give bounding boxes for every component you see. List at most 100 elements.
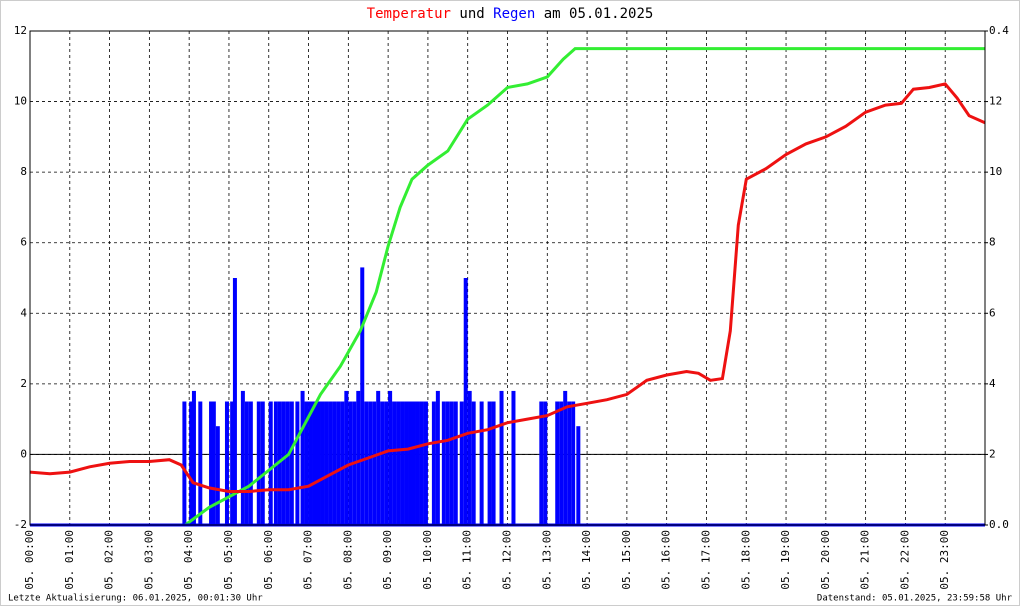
rain-bar [230,401,235,525]
rain-bar [487,401,492,525]
x-tick-label: 05. 11:00 [461,530,474,590]
y2-tick-label: 6 [989,306,996,319]
x-tick-label: 05. 22:00 [898,530,911,590]
rain-bar [281,401,286,525]
rain-bar [308,401,313,525]
x-tick-label: 05. 15:00 [620,530,633,590]
rain-bar [567,401,572,525]
x-tick-label: 05. 17:00 [699,530,712,590]
x-tick-label: 05. 10:00 [421,530,434,590]
rain-bar [215,426,220,525]
rain-bar [240,390,245,525]
x-tick-label: 05. 16:00 [660,530,673,590]
rain-bar [189,401,194,525]
rain-bar [459,401,464,525]
rain-bar [336,401,341,525]
y-tick-label: -2 [14,518,27,531]
x-tick-label: 05. 19:00 [779,530,792,590]
rain-bar [491,401,496,525]
x-tick-label: 05. 14:00 [580,530,593,590]
x-tick-label: 05. 08:00 [341,530,354,590]
rain-bar [295,401,300,525]
rain-bar [356,390,361,525]
rain-bar [260,401,265,525]
rain-bar [453,401,458,525]
rain-bar [396,401,401,525]
rain-bar [209,401,214,525]
rain-bar [224,401,229,525]
rain-bar [244,401,249,525]
rain-bar [182,401,187,525]
rain-bar [380,401,385,525]
x-tick-label: 05. 09:00 [381,530,394,590]
x-tick-label: 05. 20:00 [819,530,832,590]
rain-bar [559,401,564,525]
rain-bar [360,267,365,525]
rain-bar [404,401,409,525]
rain-bar [324,401,329,525]
rain-bar [191,390,196,525]
rain-bar [471,401,476,525]
rain-bar [441,401,446,525]
y2-tick-label: 0.0 [989,518,1009,531]
rain-bar [344,390,349,525]
x-tick-label: 05. 12:00 [501,530,514,590]
rain-bar [372,401,377,525]
rain-bar [576,426,581,525]
x-tick-label: 05. 04:00 [182,530,195,590]
rain-bar [539,401,544,525]
title-part: Temperatur [367,6,451,22]
rain-bar [408,401,413,525]
series-line [29,82,986,493]
rain-bar [232,278,237,525]
rain-bar [445,401,450,525]
rain-bar [198,401,203,525]
rain-bar [320,401,325,525]
y-tick-label: 10 [14,95,27,108]
x-tick-label: 05. 23:00 [938,530,951,590]
rain-bar [499,390,504,525]
rain-bar [543,401,548,525]
x-tick-label: 05. 00:00 [23,530,36,590]
y-tick-label: 4 [20,306,27,319]
x-tick-label: 05. 01:00 [63,530,76,590]
rain-bar [364,401,369,525]
rain-bar [304,401,309,525]
x-tick-label: 05. 21:00 [859,530,872,590]
x-tick-label: 05. 13:00 [540,530,553,590]
y2-tick-label: 12 [989,95,1002,108]
y-tick-label: 0 [20,447,27,460]
rain-bar [423,401,428,525]
title-part: am 05.01.2025 [544,6,654,22]
rain-bar [300,390,305,525]
rain-bar [316,401,321,525]
rain-bar [392,401,397,525]
rain-bar [571,401,576,525]
rain-bar [285,401,290,525]
rain-bar [384,401,389,525]
title-part: und [459,6,484,22]
x-tick-label: 05. 06:00 [262,530,275,590]
rain-bar [268,401,273,525]
rain-bar [463,278,468,525]
rain-bar [388,390,393,525]
y2-tick-label: 10 [989,165,1002,178]
rain-bar [435,390,440,525]
series-line [30,47,985,527]
rain-bar [340,401,345,525]
x-tick-label: 05. 07:00 [302,530,315,590]
rain-bar [211,401,216,525]
footer-left: Letzte Aktualisierung: 06.01.2025, 00:01… [8,594,263,604]
y2-tick-label: 8 [989,236,996,249]
y2-tick-label: 2 [989,447,996,460]
rain-bar [449,401,454,525]
y2-tick-label: 0.4 [989,24,1009,37]
rain-bar [400,401,405,525]
rain-bar [415,401,420,525]
y-tick-label: 12 [14,24,27,37]
y-tick-label: 2 [20,377,27,390]
chart-title: Temperatur und Regen am 05.01.2025 [367,6,654,22]
rain-bar [332,401,337,525]
